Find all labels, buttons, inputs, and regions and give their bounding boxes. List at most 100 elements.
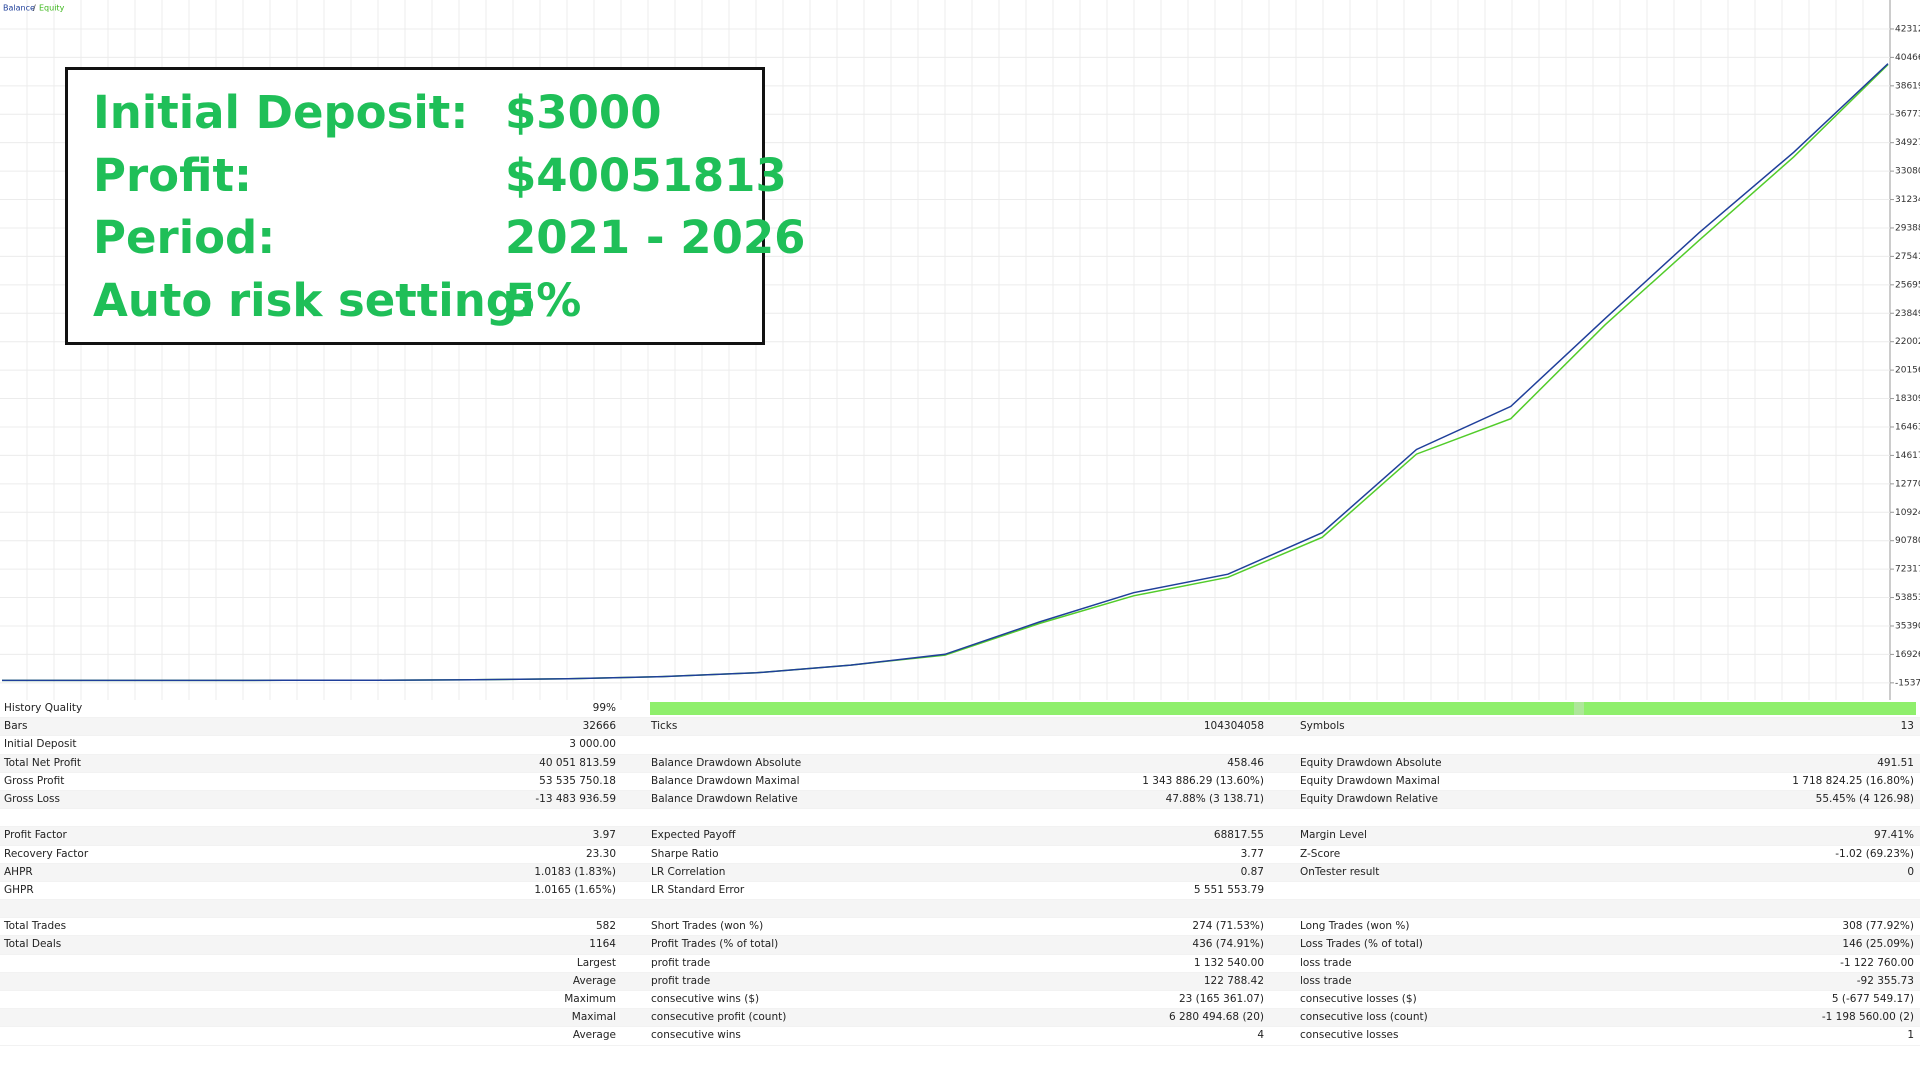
y-tick-label: 42312 bbox=[1895, 24, 1920, 34]
stat-label: profit trade bbox=[651, 956, 711, 969]
stat-label: consecutive losses bbox=[1300, 1029, 1399, 1042]
stat-label: consecutive wins ($) bbox=[651, 993, 760, 1005]
stat-label: Total Net Profit bbox=[4, 756, 82, 769]
stat-label: consecutive loss (count) bbox=[1300, 1011, 1428, 1024]
stat-label: Gross Loss bbox=[4, 792, 60, 805]
table-row: GHPR 1.0165 (1.65%) LR Standard Error 5 551… bbox=[0, 882, 1920, 901]
stat-label: loss trade bbox=[1300, 956, 1352, 969]
table-row bbox=[0, 809, 1920, 828]
table-row: Maximum consecutive wins ($) 23 (165 361.0… bbox=[0, 991, 1920, 1010]
stat-value: 436 (74.91%) bbox=[1192, 938, 1264, 951]
summary-label: Auto risk setting: bbox=[93, 273, 536, 327]
stat-label: Balance Drawdown Absolute bbox=[651, 756, 802, 769]
y-tick-label: 40466 bbox=[1895, 53, 1920, 63]
stat-value: 1 343 886.29 (13.60%) bbox=[1142, 774, 1264, 787]
stat-label: Profit Factor bbox=[4, 829, 67, 842]
summary-label: Profit: bbox=[93, 148, 252, 202]
y-tick-label: 31234 bbox=[1895, 195, 1920, 205]
stat-value: 53 535 750.18 bbox=[539, 774, 616, 787]
stat-label: Balance Drawdown Maximal bbox=[651, 774, 800, 787]
summary-box: Initial Deposit: $3000 Profit: $40051813 Per… bbox=[65, 67, 806, 345]
stat-value: 1 bbox=[1907, 1029, 1914, 1042]
y-tick-label: 34927 bbox=[1895, 138, 1920, 148]
y-tick-label: 14617 bbox=[1895, 451, 1920, 461]
table-row: Recovery Factor 23.30 Sharpe Ratio 3.77 Z-Sc… bbox=[0, 846, 1920, 864]
quality-marker bbox=[1574, 702, 1584, 715]
y-tick-label: -15374 bbox=[1895, 678, 1920, 688]
y-tick-label: 27541 bbox=[1895, 252, 1920, 262]
stat-value: 274 (71.53%) bbox=[1192, 920, 1264, 933]
stat-label: Recovery Factor bbox=[4, 847, 89, 860]
stat-value: 13 bbox=[1900, 720, 1914, 733]
stat-label: GHPR bbox=[4, 883, 34, 896]
stat-value: 308 (77.92%) bbox=[1842, 920, 1914, 933]
stat-value: 68817.55 bbox=[1213, 829, 1264, 842]
stat-label: profit trade bbox=[651, 974, 711, 987]
stat-value: -13 483 936.59 bbox=[535, 792, 616, 805]
y-tick-label: 25695 bbox=[1895, 280, 1920, 290]
stat-value: 582 bbox=[595, 920, 616, 933]
stat-value: Maximal bbox=[571, 1011, 616, 1024]
table-row: Total Deals 1164 Profit Trades (% of total… bbox=[0, 936, 1920, 955]
y-tick-label: 18309 bbox=[1895, 394, 1920, 404]
table-row: Largest profit trade 1 132 540.00 loss trad… bbox=[0, 955, 1920, 973]
stat-label: consecutive losses ($) bbox=[1300, 993, 1417, 1005]
table-row: AHPR 1.0183 (1.83%) LR Correlation 0.87 OnTe… bbox=[0, 863, 1920, 882]
stat-value: 1 132 540.00 bbox=[1193, 956, 1264, 969]
stat-value: Maximum bbox=[564, 993, 616, 1005]
stat-value: Average bbox=[572, 974, 616, 987]
table-row: Gross Profit 53 535 750.18 Balance Drawdow… bbox=[0, 773, 1920, 791]
stat-value: 3.77 bbox=[1240, 847, 1264, 860]
legend-separator: / bbox=[33, 4, 36, 13]
stat-label: AHPR bbox=[4, 865, 33, 878]
stat-value: 47.88% (3 138.71) bbox=[1165, 792, 1264, 805]
stat-label: loss trade bbox=[1300, 974, 1352, 987]
stat-value: Average bbox=[572, 1029, 616, 1042]
y-tick-label: 72317 bbox=[1895, 565, 1920, 575]
y-tick-label: 16926 bbox=[1895, 650, 1920, 660]
stat-value: 3.97 bbox=[592, 829, 616, 842]
stat-label: Expected Payoff bbox=[651, 829, 736, 842]
stats-table: History Quality 99% Bars 32666 Ticks 10430405… bbox=[0, 700, 1920, 1046]
stat-value: 1.0165 (1.65%) bbox=[534, 883, 616, 896]
stat-label: LR Standard Error bbox=[651, 883, 745, 896]
summary-value: 5% bbox=[505, 273, 582, 327]
series-line bbox=[2, 63, 1889, 682]
table-row bbox=[0, 900, 1920, 919]
stat-value: -1 122 760.00 bbox=[1840, 956, 1914, 969]
stat-label: Ticks bbox=[651, 720, 678, 733]
y-tick-label: 12770 bbox=[1895, 479, 1920, 489]
summary-value: $3000 bbox=[505, 86, 662, 139]
stat-label: Short Trades (won %) bbox=[651, 920, 764, 933]
stat-value: 32666 bbox=[582, 720, 616, 733]
stat-value: -1.02 (69.23%) bbox=[1835, 847, 1914, 860]
stat-label: Bars bbox=[4, 720, 28, 733]
stat-label: Balance Drawdown Relative bbox=[651, 792, 798, 805]
quality-bar bbox=[650, 702, 1916, 715]
stat-value: 0 bbox=[1907, 865, 1914, 878]
stat-label: Equity Drawdown Maximal bbox=[1300, 774, 1440, 787]
y-tick-label: 35390 bbox=[1895, 621, 1920, 631]
y-tick-label: 33080 bbox=[1895, 167, 1920, 177]
summary-label: Initial Deposit: bbox=[93, 86, 469, 139]
y-tick-label: 10924 bbox=[1895, 508, 1920, 518]
stat-label: Margin Level bbox=[1300, 829, 1367, 842]
stat-value: -92 355.73 bbox=[1856, 974, 1914, 987]
table-row: Average profit trade 122 788.42 loss trade -… bbox=[0, 972, 1920, 991]
table-row: Average consecutive wins 4 consecutive loss… bbox=[0, 1027, 1920, 1046]
stat-value: 458.46 bbox=[1227, 756, 1264, 769]
stat-value: 23.30 bbox=[585, 847, 616, 860]
stat-value: 23 (165 361.07) bbox=[1178, 993, 1264, 1005]
table-row: Total Trades 582 Short Trades (won %) 274 (… bbox=[0, 918, 1920, 937]
stat-value: 5 (-677 549.17) bbox=[1831, 993, 1914, 1005]
stat-label: consecutive wins bbox=[651, 1029, 741, 1042]
stat-value: 97.41% bbox=[1873, 829, 1914, 842]
stat-value: 1164 bbox=[589, 938, 616, 951]
stat-label: Loss Trades (% of total) bbox=[1300, 938, 1423, 951]
table-row: Total Net Profit 40 051 813.59 Balance Dra… bbox=[0, 754, 1920, 773]
stat-label: consecutive profit (count) bbox=[651, 1011, 787, 1024]
stat-label: Profit Trades (% of total) bbox=[651, 938, 779, 951]
stat-label: Symbols bbox=[1300, 720, 1345, 733]
stat-label: Total Deals bbox=[4, 938, 62, 951]
stat-label: Equity Drawdown Absolute bbox=[1300, 756, 1442, 769]
